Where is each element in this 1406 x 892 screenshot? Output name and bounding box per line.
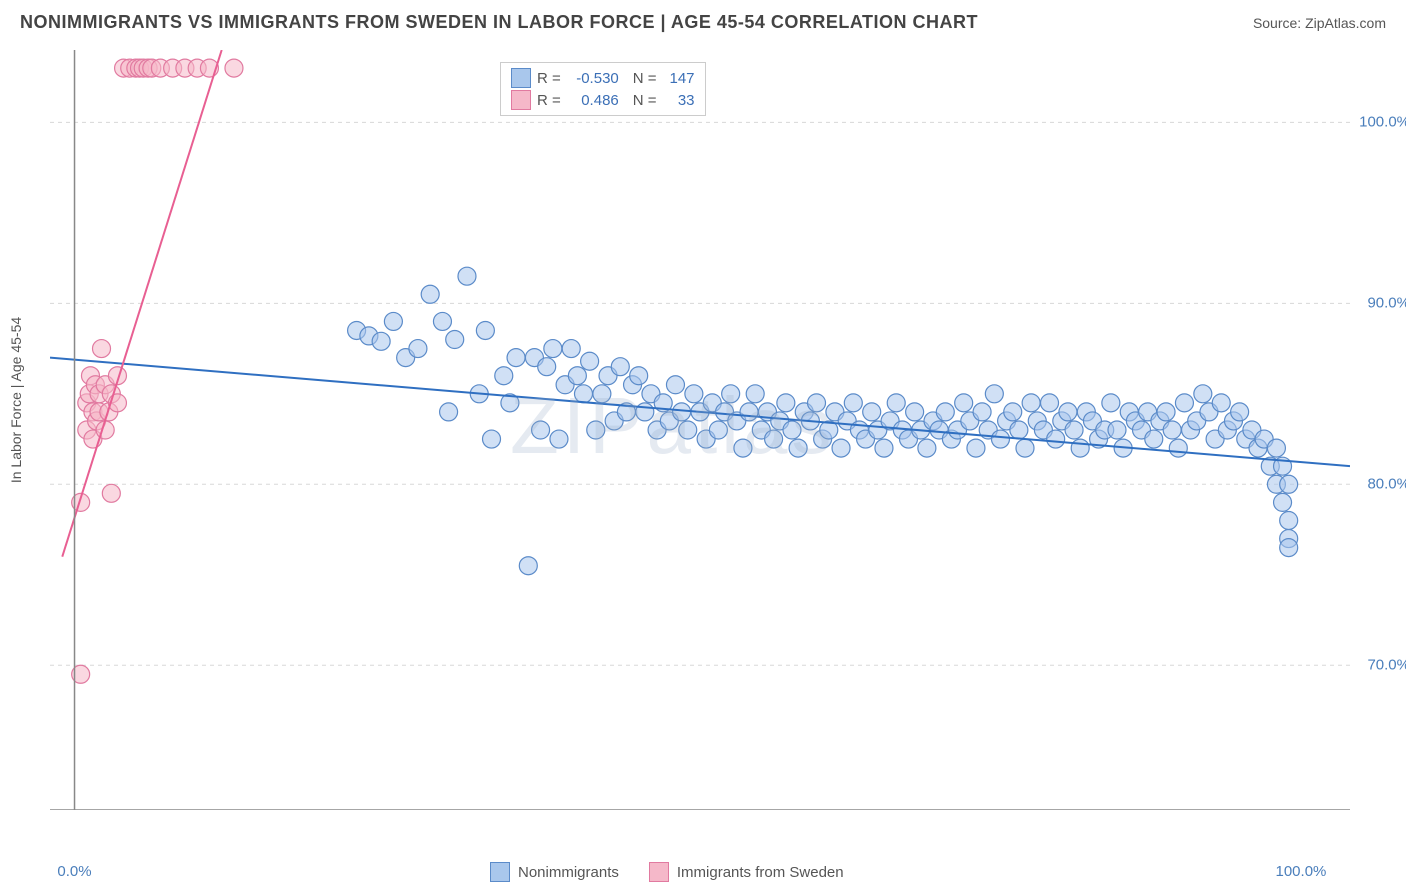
x-tick-label: 100.0% — [1276, 863, 1327, 880]
x-tick-label: 0.0% — [57, 863, 91, 880]
y-tick-label: 70.0% — [1367, 657, 1406, 674]
legend-item: Immigrants from Sweden — [649, 862, 844, 882]
y-tick-label: 100.0% — [1359, 114, 1406, 131]
r-label: R = — [537, 70, 561, 87]
r-value-immigrants: 0.486 — [569, 92, 619, 109]
y-tick-label: 90.0% — [1367, 295, 1406, 312]
legend-item: Nonimmigrants — [490, 862, 619, 882]
legend-label: Nonimmigrants — [518, 864, 619, 881]
correlation-legend: R = -0.530 N = 147 R = 0.486 N = 33 — [500, 62, 706, 116]
n-value-immigrants: 33 — [665, 92, 695, 109]
legend-label: Immigrants from Sweden — [677, 864, 844, 881]
swatch-immigrants — [511, 90, 531, 110]
chart-title: NONIMMIGRANTS VS IMMIGRANTS FROM SWEDEN … — [20, 12, 978, 33]
n-label: N = — [633, 70, 657, 87]
scatter-plot — [50, 50, 1350, 810]
chart-area: ZIPatlas R = -0.530 N = 147 R = 0.486 N … — [50, 50, 1350, 810]
swatch-nonimmigrants — [511, 68, 531, 88]
legend-row-immigrants: R = 0.486 N = 33 — [511, 89, 695, 111]
legend-swatch — [649, 862, 669, 882]
source-attribution: Source: ZipAtlas.com — [1253, 15, 1386, 31]
y-tick-label: 80.0% — [1367, 476, 1406, 493]
r-value-nonimmigrants: -0.530 — [569, 70, 619, 87]
legend-row-nonimmigrants: R = -0.530 N = 147 — [511, 67, 695, 89]
series-legend: Nonimmigrants Immigrants from Sweden — [490, 862, 844, 882]
r-label: R = — [537, 92, 561, 109]
n-label: N = — [633, 92, 657, 109]
legend-swatch — [490, 862, 510, 882]
n-value-nonimmigrants: 147 — [665, 70, 695, 87]
y-axis-label: In Labor Force | Age 45-54 — [8, 317, 24, 483]
